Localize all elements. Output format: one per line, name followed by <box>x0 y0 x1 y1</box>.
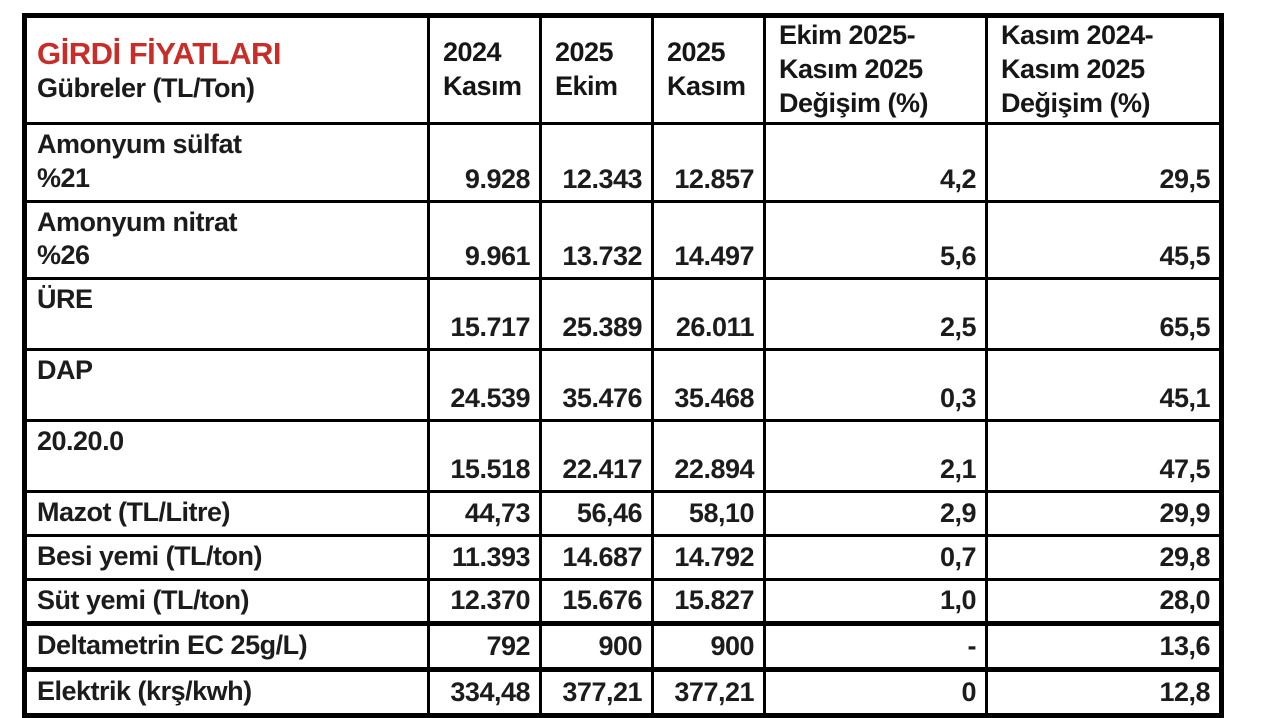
table-row-amonyum-sulfat: Amonyum sülfat %21 9.928 12.343 12.857 4… <box>23 122 1223 203</box>
change-cell: 29,8 <box>985 533 1223 581</box>
change-cell: 29,9 <box>985 490 1223 537</box>
input-prices-table: GİRDİ FİYATLARI Gübreler (TL/Ton) 2024 K… <box>22 13 1224 718</box>
table-row-amonyum-nitrat: Amonyum nitrat %26 9.961 13.732 14.497 5… <box>23 199 1223 280</box>
price-cell: 58,10 <box>651 490 766 537</box>
change-cell: 65,5 <box>985 277 1223 351</box>
price-cell: 35.468 <box>651 348 766 422</box>
price-cell: 12.857 <box>651 122 766 203</box>
column-header-2024-kasim: 2024 Kasım <box>427 14 542 125</box>
change-cell: 5,6 <box>763 199 988 280</box>
price-cell: 25.389 <box>539 277 654 351</box>
row-label: DAP <box>23 348 430 422</box>
header-row: GİRDİ FİYATLARI Gübreler (TL/Ton) 2024 K… <box>23 14 1223 125</box>
change-cell: 0,3 <box>763 348 988 422</box>
price-cell: 35.476 <box>539 348 654 422</box>
price-cell: 14.687 <box>539 533 654 581</box>
row-label: Mazot (TL/Litre) <box>23 490 430 537</box>
row-label: ÜRE <box>23 277 430 351</box>
table-row-besi-yemi: Besi yemi (TL/ton) 11.393 14.687 14.792 … <box>23 533 1223 581</box>
price-cell: 14.792 <box>651 533 766 581</box>
change-cell: 2,9 <box>763 490 988 537</box>
table-row-deltametrin-highlighted: Deltametrin EC 25g/L) 792 900 900 - 13,6 <box>23 621 1223 672</box>
table-title: GİRDİ FİYATLARI <box>37 35 281 71</box>
change-cell: - <box>763 621 988 672</box>
price-cell: 792 <box>427 621 542 672</box>
price-cell: 26.011 <box>651 277 766 351</box>
table-row-dap: DAP 24.539 35.476 35.468 0,3 45,1 <box>23 348 1223 422</box>
table-row-mazot: Mazot (TL/Litre) 44,73 56,46 58,10 2,9 2… <box>23 490 1223 537</box>
price-cell: 14.497 <box>651 199 766 280</box>
price-cell: 15.827 <box>651 577 766 626</box>
table-row-sut-yemi: Süt yemi (TL/ton) 12.370 15.676 15.827 1… <box>23 577 1223 626</box>
price-cell: 9.928 <box>427 122 542 203</box>
change-cell: 29,5 <box>985 122 1223 203</box>
change-cell: 2,1 <box>763 419 988 493</box>
change-cell: 4,2 <box>763 122 988 203</box>
price-cell: 22.894 <box>651 419 766 493</box>
table-row-elektrik: Elektrik (krş/kwh) 334,48 377,21 377,21 … <box>23 668 1223 717</box>
column-header-2025-ekim: 2025 Ekim <box>539 14 654 125</box>
price-cell: 9.961 <box>427 199 542 280</box>
change-cell: 47,5 <box>985 419 1223 493</box>
price-cell: 44,73 <box>427 490 542 537</box>
price-cell: 900 <box>651 621 766 672</box>
change-cell: 45,1 <box>985 348 1223 422</box>
change-cell: 13,6 <box>985 621 1223 672</box>
price-cell: 377,21 <box>539 668 654 717</box>
title-cell: GİRDİ FİYATLARI Gübreler (TL/Ton) <box>23 14 430 125</box>
column-header-2025-kasim: 2025 Kasım <box>651 14 766 125</box>
price-cell: 24.539 <box>427 348 542 422</box>
row-label: Süt yemi (TL/ton) <box>23 577 430 626</box>
change-cell: 1,0 <box>763 577 988 626</box>
price-cell: 12.370 <box>427 577 542 626</box>
price-cell: 15.676 <box>539 577 654 626</box>
row-label: 20.20.0 <box>23 419 430 493</box>
row-label: Besi yemi (TL/ton) <box>23 533 430 581</box>
change-cell: 2,5 <box>763 277 988 351</box>
price-cell: 22.417 <box>539 419 654 493</box>
table-row-ure: ÜRE 15.717 25.389 26.011 2,5 65,5 <box>23 277 1223 351</box>
change-cell: 12,8 <box>985 668 1223 717</box>
change-cell: 45,5 <box>985 199 1223 280</box>
price-cell: 334,48 <box>427 668 542 717</box>
row-label: Elektrik (krş/kwh) <box>23 668 430 717</box>
price-cell: 56,46 <box>539 490 654 537</box>
row-label: Amonyum sülfat %21 <box>23 122 430 203</box>
price-cell: 12.343 <box>539 122 654 203</box>
column-header-yearly-change: Kasım 2024- Kasım 2025 Değişim (%) <box>985 14 1223 125</box>
price-table: GİRDİ FİYATLARI Gübreler (TL/Ton) 2024 K… <box>22 13 1224 718</box>
price-cell: 900 <box>539 621 654 672</box>
table-subtitle: Gübreler (TL/Ton) <box>37 72 255 103</box>
price-cell: 15.717 <box>427 277 542 351</box>
price-cell: 15.518 <box>427 419 542 493</box>
column-header-monthly-change: Ekim 2025- Kasım 2025 Değişim (%) <box>763 14 988 125</box>
change-cell: 0,7 <box>763 533 988 581</box>
price-cell: 13.732 <box>539 199 654 280</box>
table-row-202000: 20.20.0 15.518 22.417 22.894 2,1 47,5 <box>23 419 1223 493</box>
change-cell: 28,0 <box>985 577 1223 626</box>
row-label: Amonyum nitrat %26 <box>23 199 430 280</box>
price-cell: 11.393 <box>427 533 542 581</box>
row-label: Deltametrin EC 25g/L) <box>23 621 430 672</box>
price-cell: 377,21 <box>651 668 766 717</box>
change-cell: 0 <box>763 668 988 717</box>
